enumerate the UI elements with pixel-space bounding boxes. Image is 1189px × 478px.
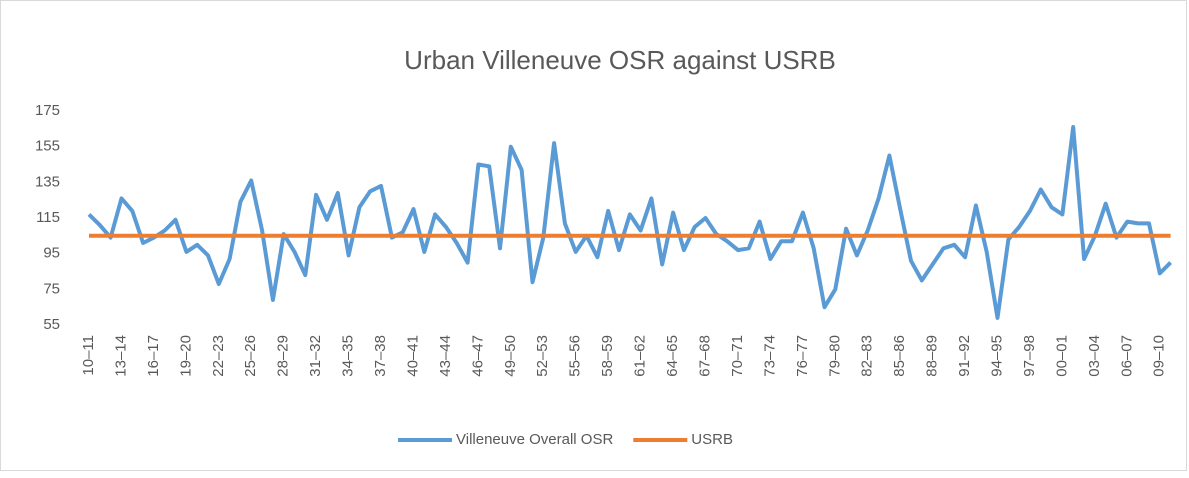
x-tick-label: 67–68 [696, 335, 713, 377]
y-tick-label: 55 [43, 316, 60, 333]
x-tick-label: 91–92 [956, 335, 973, 377]
legend-label: USRB [691, 431, 733, 448]
x-tick-label: 97–98 [1021, 335, 1038, 377]
x-tick-label: 09–10 [1151, 335, 1168, 377]
x-tick-label: 55–56 [567, 335, 584, 377]
x-tick-label: 43–44 [437, 335, 454, 377]
x-tick-label: 16–17 [145, 335, 162, 377]
chart-title: Urban Villeneuve OSR against USRB [404, 45, 836, 75]
x-tick-label: 28–29 [275, 335, 292, 377]
x-tick-label: 37–38 [372, 335, 389, 377]
y-tick-label: 115 [36, 209, 60, 226]
x-tick-label: 46–47 [469, 335, 486, 377]
y-tick-label: 95 [43, 245, 60, 262]
y-tick-label: 155 [35, 138, 60, 155]
x-tick-label: 31–32 [307, 335, 324, 377]
x-tick-label: 40–41 [404, 335, 421, 377]
x-tick-label: 06–07 [1118, 335, 1135, 377]
x-tick-label: 10–11 [80, 335, 97, 376]
x-tick-label: 82–83 [859, 335, 876, 377]
x-tick-label: 58–59 [599, 335, 616, 377]
x-tick-label: 49–50 [502, 335, 519, 377]
y-tick-label: 75 [43, 280, 60, 297]
x-tick-label: 73–74 [761, 335, 778, 377]
x-tick-label: 64–65 [664, 335, 681, 377]
x-tick-label: 19–20 [177, 335, 194, 377]
x-tick-label: 61–62 [632, 335, 649, 377]
x-tick-label: 52–53 [534, 335, 551, 377]
x-tick-label: 25–26 [242, 335, 259, 377]
x-tick-label: 13–14 [112, 335, 129, 377]
x-tick-label: 85–86 [891, 335, 908, 377]
legend-label: Villeneuve Overall OSR [456, 431, 613, 448]
x-tick-label: 70–71 [729, 335, 746, 377]
x-tick-label: 79–80 [826, 335, 843, 377]
x-tick-label: 88–89 [924, 335, 941, 377]
x-tick-label: 76–77 [794, 335, 811, 377]
y-tick-label: 175 [35, 102, 60, 119]
x-tick-label: 94–95 [989, 335, 1006, 377]
y-tick-label: 135 [35, 173, 60, 190]
x-tick-label: 03–04 [1086, 335, 1103, 377]
series-line [87, 125, 1173, 320]
x-tick-label: 22–23 [210, 335, 227, 377]
x-tick-label: 00–01 [1053, 335, 1070, 377]
x-tick-label: 34–35 [340, 335, 357, 377]
